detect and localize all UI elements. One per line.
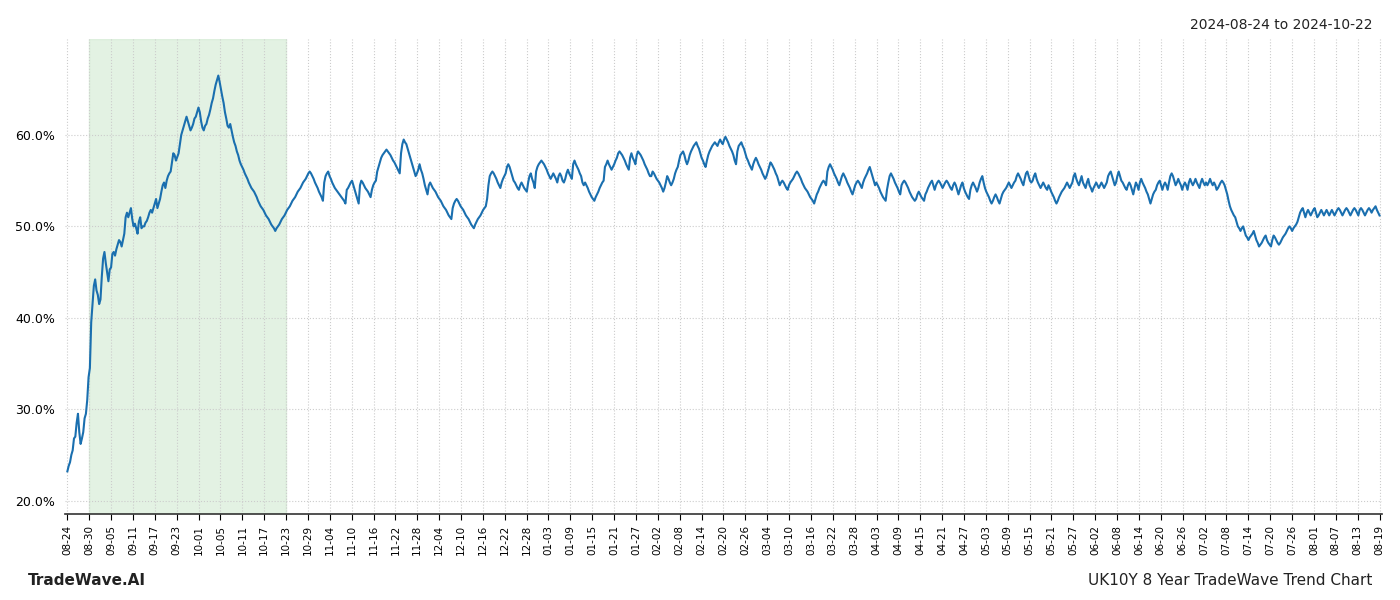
- Bar: [90, 39, 286, 514]
- Text: UK10Y 8 Year TradeWave Trend Chart: UK10Y 8 Year TradeWave Trend Chart: [1088, 573, 1372, 588]
- Text: TradeWave.AI: TradeWave.AI: [28, 573, 146, 588]
- Text: 2024-08-24 to 2024-10-22: 2024-08-24 to 2024-10-22: [1190, 18, 1372, 32]
